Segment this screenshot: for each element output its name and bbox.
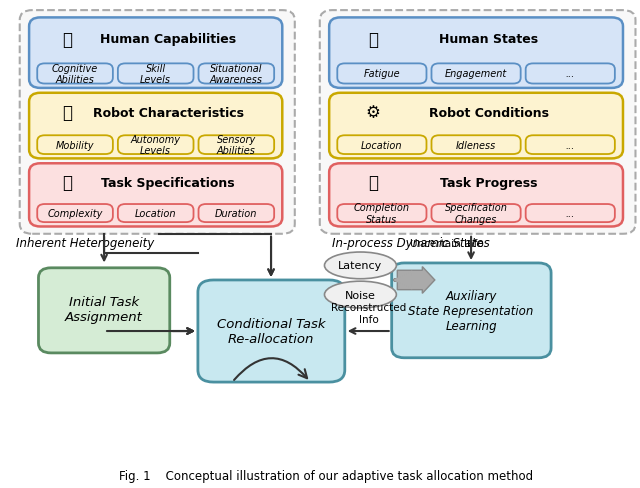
FancyBboxPatch shape <box>118 136 193 155</box>
Text: Autonomy
Levels: Autonomy Levels <box>131 135 180 156</box>
Text: Location: Location <box>135 209 177 219</box>
Text: Noise: Noise <box>345 290 376 300</box>
Text: Auxiliary
State Representation
Learning: Auxiliary State Representation Learning <box>408 289 534 332</box>
FancyBboxPatch shape <box>118 204 193 223</box>
Text: Inherent Heterogeneity: Inherent Heterogeneity <box>16 237 154 250</box>
Text: Idleness: Idleness <box>456 141 496 150</box>
FancyBboxPatch shape <box>525 64 615 84</box>
Text: Human States: Human States <box>439 33 538 46</box>
Text: Duration: Duration <box>215 209 257 219</box>
Text: Completion
Status: Completion Status <box>354 203 410 224</box>
Text: Task Specifications: Task Specifications <box>101 176 235 189</box>
FancyArrowPatch shape <box>234 359 307 380</box>
Text: ...: ... <box>566 141 575 150</box>
FancyBboxPatch shape <box>118 64 193 84</box>
FancyBboxPatch shape <box>37 64 113 84</box>
FancyBboxPatch shape <box>525 204 615 223</box>
FancyBboxPatch shape <box>198 136 274 155</box>
Text: Conditional Task
Re-allocation: Conditional Task Re-allocation <box>217 317 325 346</box>
Text: Reconstructed
Info: Reconstructed Info <box>331 303 406 324</box>
FancyBboxPatch shape <box>38 268 170 353</box>
FancyBboxPatch shape <box>337 136 426 155</box>
Text: Latency: Latency <box>339 261 383 271</box>
FancyBboxPatch shape <box>329 94 623 159</box>
FancyBboxPatch shape <box>337 204 426 223</box>
FancyBboxPatch shape <box>37 204 113 223</box>
FancyBboxPatch shape <box>329 164 623 227</box>
FancyBboxPatch shape <box>29 94 282 159</box>
Text: Robot Conditions: Robot Conditions <box>429 107 548 120</box>
Ellipse shape <box>324 282 396 308</box>
Text: ...: ... <box>566 209 575 219</box>
Text: 🚁: 🚁 <box>62 104 72 122</box>
Text: Situational
Awareness: Situational Awareness <box>210 63 263 85</box>
Text: ...: ... <box>566 69 575 79</box>
Text: Specification
Changes: Specification Changes <box>445 203 508 224</box>
Text: Location: Location <box>361 141 403 150</box>
Text: ✅: ✅ <box>368 174 378 192</box>
FancyBboxPatch shape <box>20 11 295 234</box>
FancyBboxPatch shape <box>198 204 274 223</box>
Text: Human Capabilities: Human Capabilities <box>100 33 236 46</box>
Ellipse shape <box>324 252 396 279</box>
Text: In-process Dynamic States: In-process Dynamic States <box>332 237 490 250</box>
Text: Cognitive
Abilities: Cognitive Abilities <box>52 63 98 85</box>
FancyArrow shape <box>397 267 435 294</box>
FancyBboxPatch shape <box>525 136 615 155</box>
Text: 👥: 👥 <box>62 30 72 48</box>
Text: Skill
Levels: Skill Levels <box>140 63 171 85</box>
Text: ⚙: ⚙ <box>366 104 381 122</box>
FancyBboxPatch shape <box>431 204 521 223</box>
FancyBboxPatch shape <box>198 281 345 382</box>
FancyBboxPatch shape <box>29 164 282 227</box>
FancyBboxPatch shape <box>392 264 551 358</box>
Text: Engagement: Engagement <box>445 69 508 79</box>
FancyBboxPatch shape <box>320 11 636 234</box>
Text: Complexity: Complexity <box>47 209 103 219</box>
Text: Uncertain Info: Uncertain Info <box>410 239 484 249</box>
Text: Fig. 1    Conceptual illustration of our adaptive task allocation method: Fig. 1 Conceptual illustration of our ad… <box>119 469 533 482</box>
Text: 🧑: 🧑 <box>368 30 378 48</box>
Text: Fatigue: Fatigue <box>364 69 400 79</box>
FancyBboxPatch shape <box>431 64 521 84</box>
Text: Mobility: Mobility <box>56 141 94 150</box>
FancyBboxPatch shape <box>329 19 623 89</box>
Text: Task Progress: Task Progress <box>440 176 538 189</box>
Text: Sensory
Abilities: Sensory Abilities <box>217 135 256 156</box>
Text: Robot Characteristics: Robot Characteristics <box>93 107 244 120</box>
FancyBboxPatch shape <box>431 136 521 155</box>
FancyBboxPatch shape <box>198 64 274 84</box>
FancyBboxPatch shape <box>29 19 282 89</box>
FancyBboxPatch shape <box>37 136 113 155</box>
FancyBboxPatch shape <box>337 64 426 84</box>
Text: 📋: 📋 <box>62 174 72 192</box>
Text: Initial Task
Assignment: Initial Task Assignment <box>65 296 143 324</box>
